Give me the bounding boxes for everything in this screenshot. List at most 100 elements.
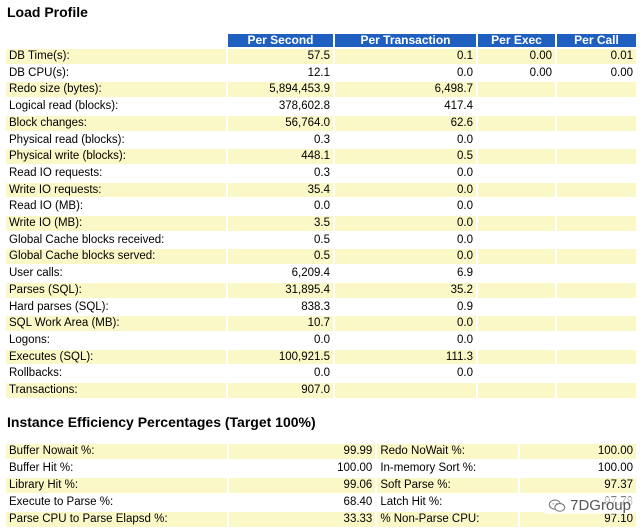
row-label: Write IO (MB): bbox=[6, 216, 226, 231]
table-row: SQL Work Area (MB): 10.7 0.0 bbox=[6, 316, 636, 331]
metric-label: % Non-Parse CPU: bbox=[377, 512, 519, 527]
per-call-value: 0.00 bbox=[557, 65, 636, 81]
row-label: Read IO requests: bbox=[6, 165, 226, 181]
per-exec-value bbox=[478, 232, 555, 248]
row-label: Redo size (bytes): bbox=[6, 82, 226, 98]
per-exec-value bbox=[478, 115, 555, 131]
per-call-value: 0.01 bbox=[557, 49, 636, 64]
metric-value: 100.00 bbox=[520, 444, 636, 459]
per-exec-value bbox=[478, 383, 555, 398]
per-call-value bbox=[557, 216, 636, 231]
metric-value: 97.37 bbox=[520, 478, 636, 493]
row-label: Physical write (blocks): bbox=[6, 149, 226, 164]
metric-value: 99.06 bbox=[229, 478, 376, 493]
per-second-value: 0.3 bbox=[228, 165, 333, 181]
per-exec-value bbox=[478, 299, 555, 315]
per-transaction-value: 0.0 bbox=[335, 332, 476, 348]
per-second-value: 0.3 bbox=[228, 132, 333, 148]
metric-label: Buffer Nowait %: bbox=[6, 444, 228, 459]
table-row: Logical read (blocks): 378,602.8 417.4 bbox=[6, 99, 636, 114]
metric-label: Latch Hit %: bbox=[377, 495, 519, 510]
metric-label: Redo NoWait %: bbox=[377, 444, 519, 459]
per-exec-value bbox=[478, 366, 555, 382]
instance-efficiency-title: Instance Efficiency Percentages (Target … bbox=[7, 414, 316, 430]
per-exec-value: 0.00 bbox=[478, 49, 555, 64]
per-exec-value bbox=[478, 332, 555, 348]
load-profile-table: Per Second Per Transaction Per Exec Per … bbox=[4, 32, 638, 400]
load-profile-header-row: Per Second Per Transaction Per Exec Per … bbox=[6, 34, 636, 47]
per-second-value: 5,894,453.9 bbox=[228, 82, 333, 98]
per-second-value: 838.3 bbox=[228, 299, 333, 315]
per-exec-value bbox=[478, 266, 555, 281]
per-transaction-value: 417.4 bbox=[335, 99, 476, 114]
per-transaction-value: 0.0 bbox=[335, 232, 476, 248]
per-call-value bbox=[557, 316, 636, 331]
table-row: Parse CPU to Parse Elapsd %: 33.33% Non-P… bbox=[6, 512, 636, 527]
per-call-value bbox=[557, 249, 636, 265]
metric-label: Execute to Parse %: bbox=[6, 495, 228, 510]
per-second-value: 0.0 bbox=[228, 366, 333, 382]
per-call-value bbox=[557, 299, 636, 315]
per-exec-value bbox=[478, 282, 555, 298]
per-transaction-value: 0.9 bbox=[335, 299, 476, 315]
per-call-value bbox=[557, 99, 636, 114]
per-call-value bbox=[557, 165, 636, 181]
per-transaction-value: 0.5 bbox=[335, 149, 476, 164]
per-call-value bbox=[557, 266, 636, 281]
per-second-value: 907.0 bbox=[228, 383, 333, 398]
row-label: SQL Work Area (MB): bbox=[6, 316, 226, 331]
row-label: Read IO (MB): bbox=[6, 199, 226, 215]
per-transaction-value: 0.0 bbox=[335, 249, 476, 265]
row-label: Hard parses (SQL): bbox=[6, 299, 226, 315]
table-row: Library Hit %: 99.06 Soft Parse %: 97.37 bbox=[6, 478, 636, 493]
table-row: Global Cache blocks received: 0.5 0.0 bbox=[6, 232, 636, 248]
per-transaction-value: 6,498.7 bbox=[335, 82, 476, 98]
per-transaction-value: 35.2 bbox=[335, 282, 476, 298]
row-label: User calls: bbox=[6, 266, 226, 281]
per-transaction-value: 111.3 bbox=[335, 349, 476, 365]
table-row: Rollbacks: 0.0 0.0 bbox=[6, 366, 636, 382]
per-call-value bbox=[557, 366, 636, 382]
row-label: DB CPU(s): bbox=[6, 65, 226, 81]
per-second-value: 378,602.8 bbox=[228, 99, 333, 114]
table-row: Parses (SQL): 31,895.4 35.2 bbox=[6, 282, 636, 298]
table-row: Write IO requests: 35.4 0.0 bbox=[6, 182, 636, 198]
per-transaction-value: 62.6 bbox=[335, 115, 476, 131]
watermark-text: 7DGroup bbox=[570, 497, 631, 514]
per-second-value: 0.0 bbox=[228, 199, 333, 215]
per-transaction-value: 0.0 bbox=[335, 366, 476, 382]
table-row: Buffer Hit %: 100.00 In-memory Sort %: 100.… bbox=[6, 461, 636, 476]
per-exec-value bbox=[478, 165, 555, 181]
metric-label: Buffer Hit %: bbox=[6, 461, 228, 476]
header-per-second: Per Second bbox=[228, 34, 333, 47]
per-call-value bbox=[557, 232, 636, 248]
per-exec-value: 0.00 bbox=[478, 65, 555, 81]
per-second-value: 56,764.0 bbox=[228, 115, 333, 131]
metric-label: Library Hit %: bbox=[6, 478, 228, 493]
header-per-exec: Per Exec bbox=[478, 34, 555, 47]
metric-value: 33.33 bbox=[229, 512, 376, 527]
per-exec-value bbox=[478, 99, 555, 114]
table-row: User calls: 6,209.4 6.9 bbox=[6, 266, 636, 281]
table-row: Redo size (bytes): 5,894,453.9 6,498.7 bbox=[6, 82, 636, 98]
metric-value: 97.10 bbox=[520, 512, 636, 527]
watermark: 7DGroup bbox=[545, 497, 634, 514]
per-second-value: 0.0 bbox=[228, 332, 333, 348]
per-transaction-value: 0.0 bbox=[335, 182, 476, 198]
table-row: DB Time(s): 57.5 0.1 0.00 0.01 bbox=[6, 49, 636, 64]
row-label: Executes (SQL): bbox=[6, 349, 226, 365]
per-transaction-value: 0.0 bbox=[335, 216, 476, 231]
per-transaction-value: 0.0 bbox=[335, 132, 476, 148]
row-label: Rollbacks: bbox=[6, 366, 226, 382]
table-row: Physical read (blocks): 0.3 0.0 bbox=[6, 132, 636, 148]
per-call-value bbox=[557, 349, 636, 365]
table-row: Block changes: 56,764.0 62.6 bbox=[6, 115, 636, 131]
per-transaction-value: 0.0 bbox=[335, 199, 476, 215]
per-call-value bbox=[557, 149, 636, 164]
table-row: DB CPU(s): 12.1 0.0 0.00 0.00 bbox=[6, 65, 636, 81]
per-transaction-value: 0.0 bbox=[335, 165, 476, 181]
per-exec-value bbox=[478, 132, 555, 148]
per-transaction-value bbox=[335, 383, 476, 398]
metric-value: 99.99 bbox=[229, 444, 376, 459]
